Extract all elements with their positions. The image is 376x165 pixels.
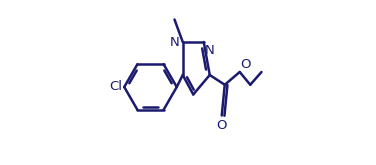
Text: N: N <box>170 35 179 49</box>
Text: Cl: Cl <box>109 81 123 94</box>
Text: N: N <box>205 44 214 56</box>
Text: O: O <box>217 119 227 132</box>
Text: O: O <box>241 58 251 71</box>
